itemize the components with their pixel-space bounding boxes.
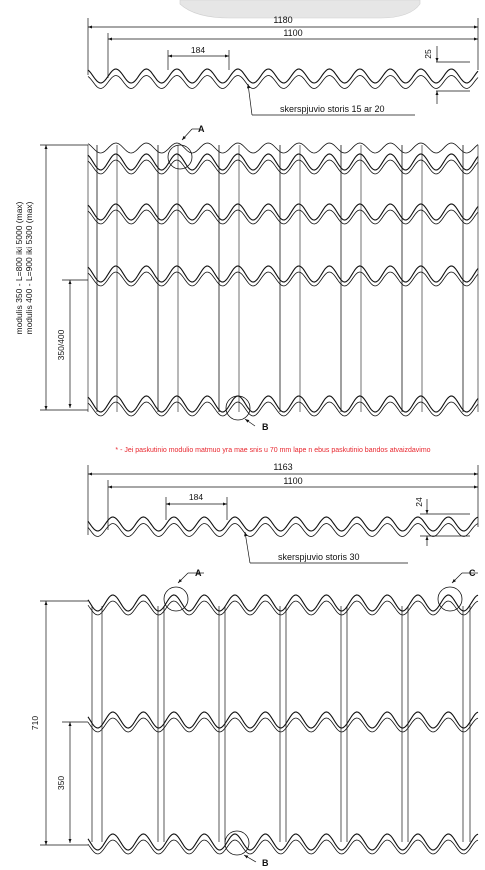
sheet-2-plan: 710 350 A C B [30, 568, 479, 868]
profile-1-overall-width-label: 1180 [273, 15, 292, 25]
sheet-2-module-label: 350 [56, 776, 66, 790]
sheet-1-detail-b-label: B [262, 422, 269, 432]
sheet-1-length-label-2: modulis 400 - L=900 iki 5300 (max) [24, 201, 34, 334]
sheet-2-step-line-inner [87, 717, 479, 733]
sheet-1-step-line-inner [87, 209, 479, 225]
sheet-1-top-edge [87, 142, 479, 154]
profile-1-note: skerspjuvio storis 15 ar 20 [280, 104, 385, 114]
top-edge-shape [179, 0, 421, 19]
profile-1-depth-label: 25 [423, 49, 433, 59]
sheet-2-detail-a-circle [163, 586, 189, 612]
profile-2-note: skerspjuvio storis 30 [278, 552, 360, 562]
sheet-1-module-label: 350/400 [56, 329, 66, 360]
sheet-2-detail-c-label: C [469, 568, 476, 578]
sheet-1-plan: modulis 350 - L=800 iki 5000 (max) modul… [14, 124, 479, 432]
sheet-1-step-line [87, 395, 479, 413]
sheet-1-step-line-inner [87, 159, 479, 175]
sheet-1-detail-a-label: A [198, 124, 205, 134]
sheet-1-step-line [87, 265, 479, 283]
sheet-1-detail-a-circle [167, 144, 193, 170]
profile-1-note-leader [246, 83, 253, 116]
profile-2-overall-width-label: 1163 [273, 462, 292, 472]
profile-1-wave-line-inner [87, 75, 479, 89]
profile-1-section: 1180 1100 184 25 skerspjuvio storis 15 a… [87, 15, 479, 116]
profile-2-wave-line [87, 516, 479, 532]
sheet-2-step-line-inner [87, 600, 479, 616]
sheet-2-step-line [87, 711, 479, 729]
sheet-1-length-label-1: modulis 350 - L=800 iki 5000 (max) [14, 201, 24, 334]
sheet-2-detail-b-label: B [262, 858, 269, 868]
sheet-1-step-line [87, 153, 479, 171]
profile-2-effective-width-label: 1100 [283, 476, 302, 486]
profile-2-note-leader [244, 531, 251, 564]
sheet-1-detail-b-circle [225, 395, 251, 421]
sheet-1-step-line-inner [87, 401, 479, 417]
sheet-2-detail-b-circle [224, 830, 250, 856]
sheet-1-body [87, 142, 479, 417]
sheet-2-detail-a-label: A [195, 568, 202, 578]
sheet-1-step-line [87, 203, 479, 221]
footnote: * - Jei paskutinio modulio matmuo yra ma… [115, 447, 430, 454]
sheet-2-height-label: 710 [30, 716, 40, 730]
sheet-2-step-line [87, 833, 479, 851]
profile-1-wave-line [87, 68, 479, 84]
sheet-1-step-line-inner [87, 271, 479, 287]
sheet-2-step-line [87, 594, 479, 612]
profile-2-pitch-label: 184 [189, 492, 203, 502]
profile-2-section: 1163 1100 184 24 skerspjuvio storis 30 [87, 462, 479, 564]
profile-2-depth-label: 24 [414, 497, 424, 507]
sheet-2-detail-c-circle [437, 586, 463, 612]
profile-1-pitch-label: 184 [191, 45, 205, 55]
sheet-2-step-line-inner [87, 839, 479, 855]
sheet-2-body [87, 594, 479, 855]
profile-1-effective-width-label: 1100 [283, 28, 302, 38]
profile-2-wave-line-inner [87, 523, 479, 537]
